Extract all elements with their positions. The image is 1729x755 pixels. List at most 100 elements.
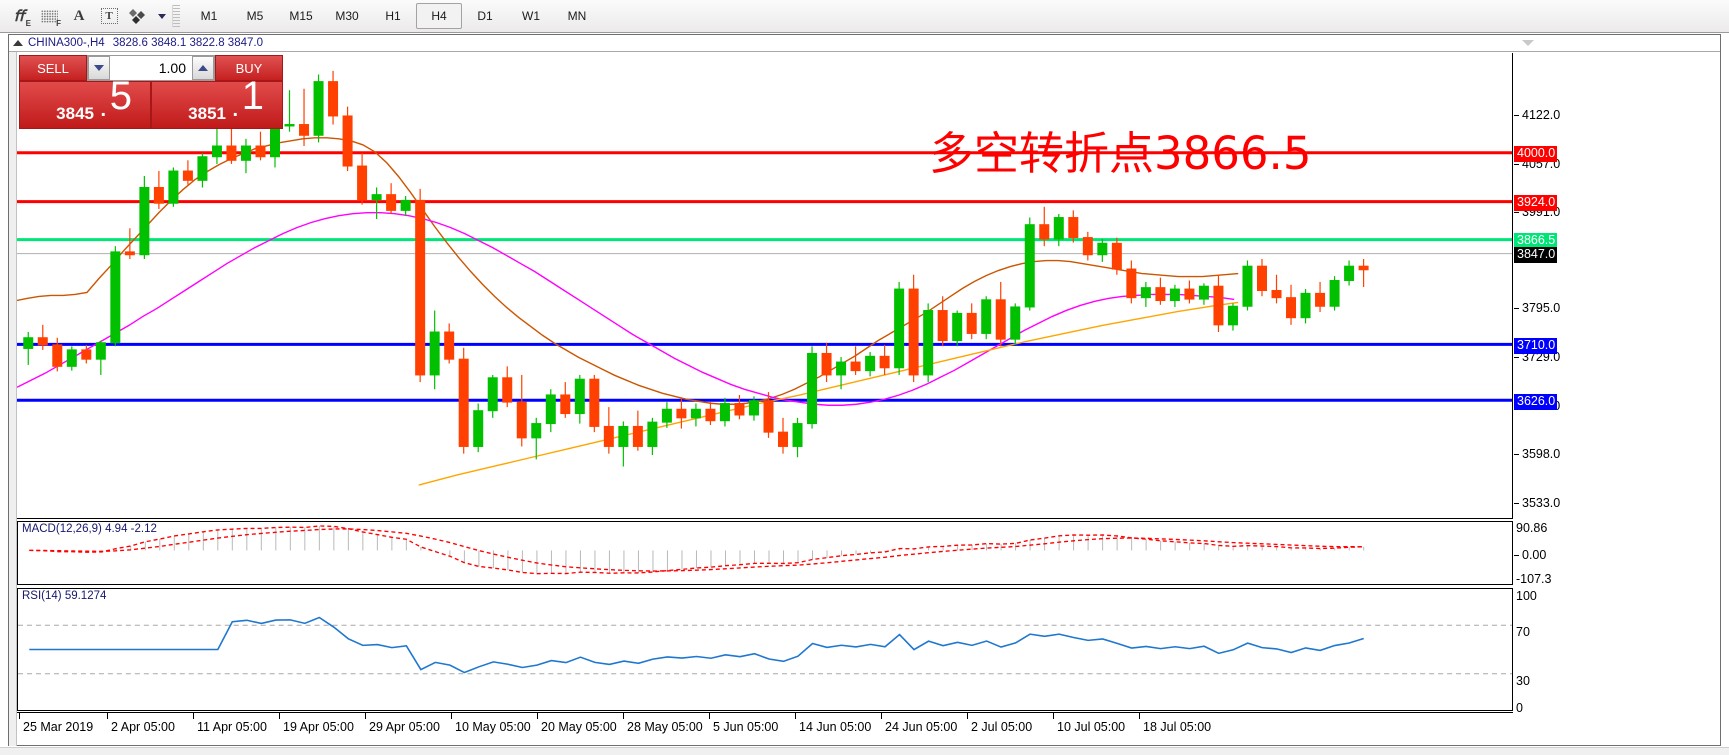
macd-line	[29, 525, 1364, 575]
text-label-icon-label: A	[73, 7, 85, 24]
candle-body	[1053, 217, 1064, 240]
timeframe-h1[interactable]: H1	[385, 9, 401, 23]
candle-body	[139, 186, 150, 256]
macd-label: MACD(12,26,9) 4.94 -2.12	[22, 523, 157, 535]
one-click-price-row: 5 . 3845 1 . 3851	[19, 76, 283, 129]
sell-button[interactable]: SELL	[19, 55, 87, 81]
candle-body	[894, 288, 905, 369]
collapse-triangle-icon[interactable]	[13, 40, 23, 46]
chart-menu-arrow-icon[interactable]	[1522, 40, 1534, 46]
candle-body	[81, 349, 92, 360]
candle-body	[95, 342, 106, 360]
time-label-6: 20 May 05:00	[541, 720, 617, 734]
vertical-scrollbar[interactable]	[9, 52, 17, 746]
sell-price-dot: .	[100, 99, 106, 121]
candle-body	[574, 378, 585, 415]
candle-body	[342, 115, 353, 167]
rsi-line	[29, 616, 1364, 674]
price-tick-3598: 3598.0	[1514, 447, 1560, 461]
candle-body	[966, 312, 977, 334]
one-click-trading-panel[interactable]: SELL 1.00 BUY 5 . 3845 1 . 3851	[19, 55, 283, 129]
candle-body	[952, 312, 963, 342]
timeframe-w1[interactable]: W1	[522, 9, 540, 23]
candle-body	[1344, 265, 1355, 281]
buy-button[interactable]: BUY	[215, 55, 283, 81]
candle-body	[603, 425, 614, 447]
candle-body	[618, 425, 629, 447]
objects-icon[interactable]	[124, 3, 154, 29]
lot-decrease-button[interactable]	[88, 56, 110, 80]
candle-body	[23, 337, 34, 349]
timeframe-m15[interactable]: M15	[289, 9, 313, 23]
timeframe-m5[interactable]: M5	[246, 9, 264, 23]
timeframe-h4[interactable]: H4	[416, 3, 462, 29]
sell-price-tile[interactable]: 5 . 3845	[19, 76, 151, 129]
lot-increase-button[interactable]	[192, 56, 214, 80]
candle-body	[981, 299, 992, 334]
rsi-tick-label: 70	[1516, 625, 1530, 639]
rsi-tick-30: 30	[1516, 674, 1530, 688]
timeframe-d1[interactable]: D1	[477, 9, 493, 23]
candle-body	[937, 310, 948, 342]
candle-body	[502, 377, 513, 403]
candle-body	[1039, 224, 1050, 240]
candle-body	[52, 344, 63, 367]
price-tick-4122: 4122.0	[1514, 108, 1560, 122]
chart-header: CHINA300-,H4 3828.6 3848.1 3822.8 3847.0	[9, 35, 1720, 52]
candle-body	[124, 251, 135, 256]
timeframe-m30[interactable]: M30	[335, 9, 359, 23]
buy-price-dot: .	[232, 99, 238, 121]
timeframe-m1[interactable]: M1	[200, 9, 218, 23]
candle-body	[371, 194, 382, 201]
candle-body	[386, 194, 397, 211]
rsi-tick-100: 100	[1516, 589, 1537, 603]
candle-body	[226, 145, 237, 161]
candle-body	[676, 408, 687, 419]
candle-body	[255, 145, 266, 158]
text-label-icon[interactable]: A	[64, 3, 94, 29]
candle-body	[1227, 305, 1238, 326]
one-click-top-row: SELL 1.00 BUY	[19, 55, 283, 81]
rsi-chart-svg	[18, 616, 1512, 675]
candle-body	[197, 156, 208, 181]
chart-symbol-label: CHINA300-,H4	[28, 37, 105, 49]
macd-tick-label: 0.00	[1522, 548, 1547, 562]
candle-body	[444, 331, 455, 360]
candle-body	[1286, 297, 1297, 319]
price-tag-3710: 3710.0	[1514, 338, 1558, 354]
rsi-label: RSI(14) 59.1274	[22, 590, 107, 602]
candle-body	[821, 352, 832, 376]
price-tag-4000: 4000.0	[1514, 146, 1558, 162]
rsi-pane[interactable]: RSI(14) 59.1274	[17, 588, 1513, 711]
text-box-icon-label: T	[100, 8, 118, 24]
objects-dropdown-arrow[interactable]	[154, 3, 170, 29]
candle-body	[168, 170, 179, 204]
macd-pane[interactable]: MACD(12,26,9) 4.94 -2.12	[17, 521, 1513, 585]
rsi-tick-label: 30	[1516, 674, 1530, 688]
status-strip	[0, 747, 1729, 755]
candle-body	[153, 186, 164, 204]
candle-body	[879, 355, 890, 369]
lot-size-stepper[interactable]: 1.00	[87, 55, 215, 81]
candle-body	[705, 408, 716, 422]
candle-body	[415, 199, 426, 376]
lot-size-input[interactable]: 1.00	[158, 60, 186, 76]
ma-long-line	[418, 301, 1239, 486]
price-pane[interactable]	[17, 53, 1513, 519]
candle-body	[850, 361, 861, 372]
time-label-12: 10 Jul 05:00	[1057, 720, 1126, 734]
crosshair-icon-label: F	[56, 19, 61, 28]
candle-body	[313, 81, 324, 136]
candle-body	[778, 431, 789, 447]
text-box-icon[interactable]: T	[94, 3, 124, 29]
sell-price-fraction: 5	[109, 74, 132, 118]
candle-body	[661, 408, 672, 423]
candle-body	[763, 400, 774, 433]
toolbar-grip[interactable]	[172, 5, 180, 27]
timeframe-mn[interactable]: MN	[567, 9, 587, 23]
buy-price-tile[interactable]: 1 . 3851	[151, 76, 283, 129]
price-tick-3533: 3533.0	[1514, 496, 1560, 510]
crosshair-icon[interactable]: F	[34, 3, 64, 29]
